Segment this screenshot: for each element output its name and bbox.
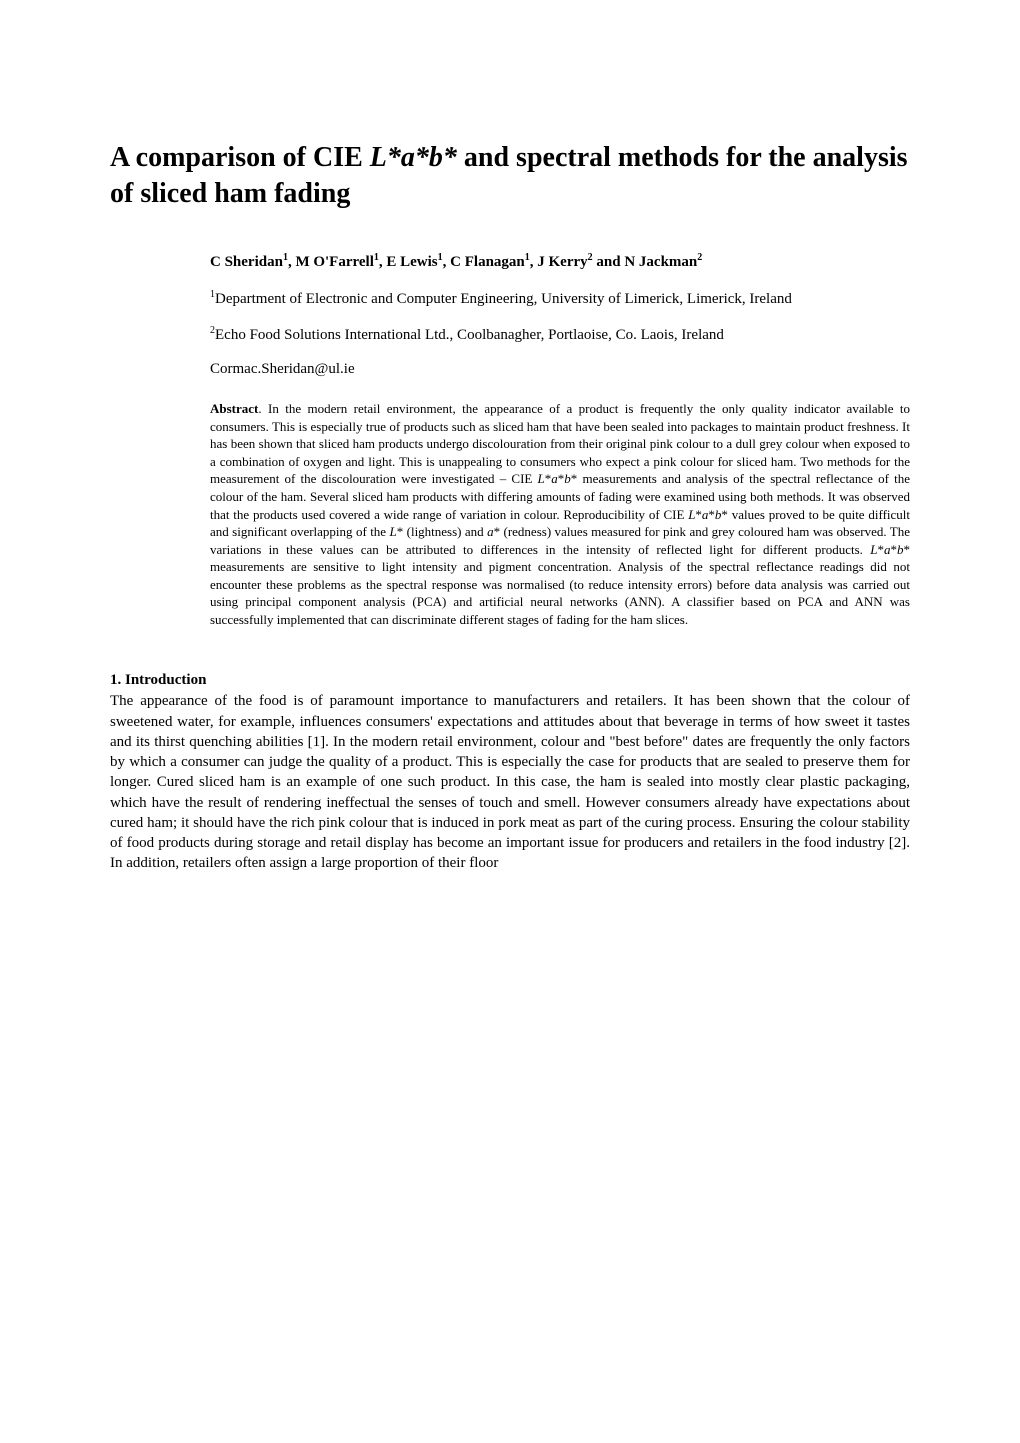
email-text: Cormac.Sheridan@ul.ie (210, 361, 355, 377)
abstract: Abstract. In the modern retail environme… (210, 400, 910, 628)
abstract-label: Abstract (210, 401, 258, 416)
affiliation-2: 2Echo Food Solutions International Ltd.,… (210, 325, 910, 345)
section-heading: 1. Introduction (110, 672, 910, 689)
affiliation-text: Department of Electronic and Computer En… (215, 291, 792, 307)
contact-email: Cormac.Sheridan@ul.ie (210, 361, 910, 378)
authors-block: C Sheridan1, M O'Farrell1, E Lewis1, C F… (210, 253, 910, 271)
title-italic: L*a*b* (370, 142, 457, 173)
abstract-italic: L (389, 524, 396, 539)
authors-list: C Sheridan1, M O'Farrell1, E Lewis1, C F… (210, 254, 702, 270)
abstract-italic: L (538, 471, 545, 486)
author: , J Kerry (530, 254, 588, 270)
paper-title: A comparison of CIE L*a*b* and spectral … (110, 140, 910, 213)
affiliation-text: Echo Food Solutions International Ltd., … (215, 327, 724, 343)
affiliation-1: 1Department of Electronic and Computer E… (210, 289, 910, 309)
abstract-italic: L (870, 542, 877, 557)
author: , C Flanagan (443, 254, 525, 270)
title-part1: A comparison of CIE (110, 142, 370, 173)
abstract-text: * (lightness) and (397, 524, 487, 539)
author: , E Lewis (379, 254, 438, 270)
author-sup: 2 (697, 252, 702, 263)
section-body: The appearance of the food is of paramou… (110, 691, 910, 873)
author: and N Jackman (593, 254, 698, 270)
author: , M O'Farrell (288, 254, 374, 270)
author: C Sheridan (210, 254, 283, 270)
